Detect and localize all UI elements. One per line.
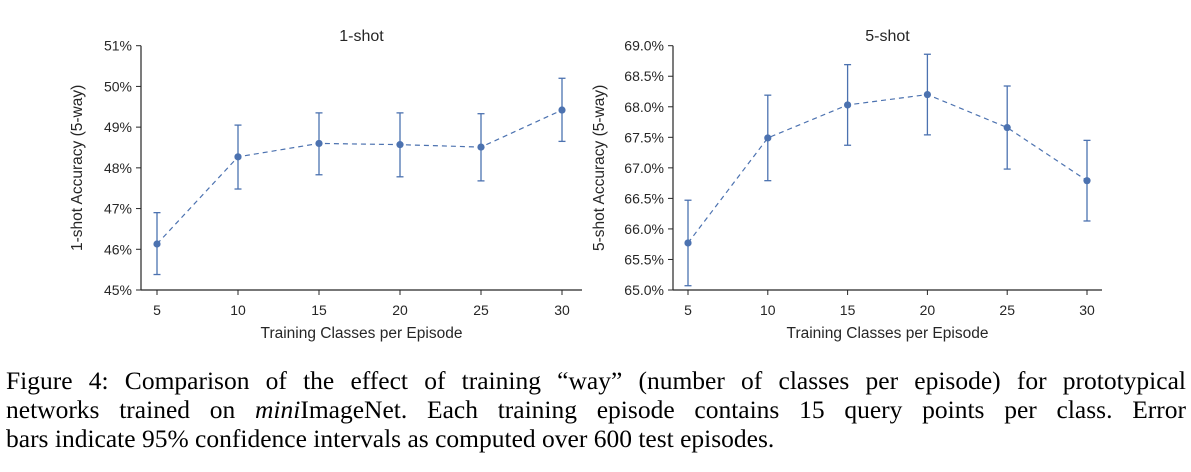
y-tick-label: 51%: [104, 38, 132, 54]
x-tick-label: 10: [230, 302, 246, 318]
data-point: [764, 134, 772, 142]
data-point: [923, 90, 932, 99]
caption-text: networks trained on: [6, 395, 255, 424]
series-line: [156, 109, 563, 245]
caption-line-1: Figure 4: Comparison of the effect of tr…: [6, 366, 1186, 395]
x-tick-label: 30: [554, 302, 570, 318]
y-tick-label: 48%: [104, 160, 132, 176]
figure-caption: Figure 4: Comparison of the effect of tr…: [6, 366, 1186, 453]
data-point: [1083, 177, 1091, 185]
y-axis-label: 1-shot Accuracy (5-way): [69, 85, 86, 251]
data-point: [315, 139, 323, 148]
x-tick-label: 15: [311, 302, 327, 318]
data-point: [477, 143, 485, 151]
y-tick-label: 47%: [104, 201, 132, 217]
data-point: [558, 106, 566, 114]
y-tick-label: 68.0%: [624, 99, 664, 115]
x-tick-label: 25: [473, 302, 489, 318]
chart-1-shot: 45% 46% 47% 48% 49% 50% 51% 5 10 15 20 25 30 1-shot Tr…: [69, 28, 582, 342]
data-point: [396, 141, 404, 149]
series-line: [687, 93, 1088, 244]
chart-5-shot: 65.0% 65.5% 66.0% 66.5% 67.0% 67.5% 68.0% 68.5%…: [591, 28, 1102, 342]
y-tick-label: 46%: [104, 241, 132, 257]
y-tick-label: 69.0%: [624, 38, 664, 54]
y-tick-label: 49%: [104, 119, 132, 135]
x-axis-label: Training Classes per Episode: [261, 325, 463, 342]
x-tick-label: 20: [392, 302, 408, 318]
data-point: [844, 101, 852, 109]
chart-title: 5-shot: [865, 28, 910, 45]
x-tick-label: 20: [920, 302, 936, 318]
x-tick-label: 10: [760, 302, 776, 318]
x-tick-label: 30: [1079, 302, 1095, 318]
caption-line-2: networks trained on miniImageNet. Each t…: [6, 395, 1186, 424]
y-tick-label: 50%: [104, 78, 132, 94]
data-point: [684, 239, 692, 247]
y-tick-label: 65.5%: [624, 251, 664, 267]
x-tick-label: 5: [684, 302, 692, 318]
y-tick-label: 67.0%: [624, 160, 664, 176]
data-point: [153, 240, 161, 248]
y-tick-label: 66.0%: [624, 221, 664, 237]
caption-text: ImageNet. Each training episode contains…: [300, 395, 1186, 424]
y-tick-label: 68.5%: [624, 68, 664, 84]
x-axis-label: Training Classes per Episode: [787, 325, 989, 342]
data-point: [234, 153, 242, 161]
y-tick-label: 65.0%: [624, 282, 664, 298]
y-tick-label: 67.5%: [624, 129, 664, 145]
caption-line-3: bars indicate 95% confidence intervals a…: [6, 424, 775, 453]
caption-italic: mini: [255, 395, 301, 424]
x-tick-label: 5: [153, 302, 161, 318]
figure: 45% 46% 47% 48% 49% 50% 51% 5 10 15 20 25 30 1-shot Tr…: [69, 28, 1102, 342]
x-tick-label: 25: [999, 302, 1015, 318]
y-axis-label: 5-shot Accuracy (5-way): [591, 85, 608, 251]
data-point: [1003, 123, 1011, 132]
chart-title: 1-shot: [339, 28, 384, 45]
y-tick-label: 66.5%: [624, 190, 664, 206]
y-tick-label: 45%: [104, 282, 132, 298]
x-tick-label: 15: [840, 302, 856, 318]
